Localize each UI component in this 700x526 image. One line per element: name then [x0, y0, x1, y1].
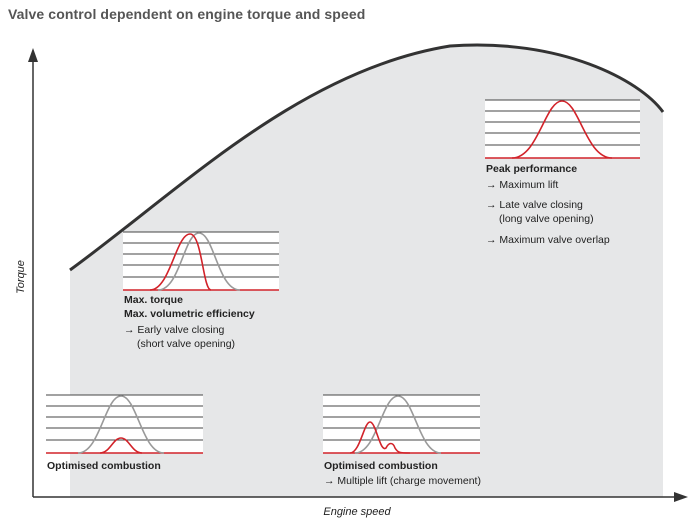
panel-heading: Optimised combustion [324, 460, 438, 472]
panel-note: (short valve opening) [137, 338, 235, 350]
y-axis-label: Torque [15, 260, 27, 294]
full-load-curve [69, 43, 665, 272]
panel-heading: Max. torque [124, 294, 183, 306]
panel-note: (long valve opening) [499, 213, 594, 225]
y-axis-arrow [28, 48, 38, 62]
actual-lift-curve [511, 100, 613, 159]
panel-note: → Multiple lift (charge movement) [324, 475, 481, 487]
panel-note: → Late valve closing [486, 199, 583, 211]
baseline-lift-curve [354, 395, 442, 454]
x-axis-label: Engine speed [323, 506, 391, 518]
panel-optimised-combustion-low: Optimised combustion [46, 394, 203, 472]
diagram-title: Valve control dependent on engine torque… [8, 6, 366, 22]
actual-lift-curve [99, 437, 143, 454]
panel-note: → Maximum valve overlap [486, 234, 610, 246]
x-axis-arrow [674, 492, 688, 502]
panel-max-torque: Max. torque Max. volumetric efficiency →… [123, 231, 279, 350]
baseline-lift-curve [157, 232, 241, 291]
actual-lift-curve [149, 233, 212, 291]
panel-peak-performance: Peak performance → Maximum lift → Late v… [485, 99, 640, 246]
panel-heading: Peak performance [486, 163, 577, 175]
actual-lift-curve [349, 421, 411, 454]
panel-note: → Maximum lift [486, 179, 558, 191]
panel-heading: Optimised combustion [47, 460, 161, 472]
panel-optimised-combustion-multiple-lift: Optimised combustion → Multiple lift (ch… [323, 394, 481, 487]
panel-heading-2: Max. volumetric efficiency [124, 308, 255, 320]
baseline-lift-curve [77, 395, 165, 454]
panel-note: → Early valve closing [124, 324, 225, 336]
